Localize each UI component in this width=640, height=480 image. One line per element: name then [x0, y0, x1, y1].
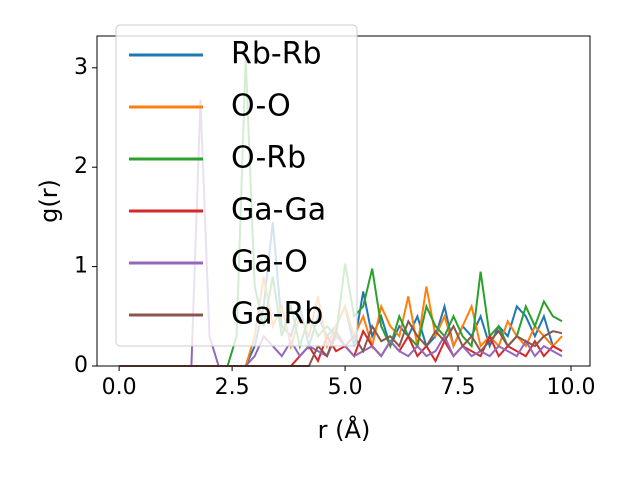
x-tick-label: 0.0: [102, 375, 137, 400]
x-tick-label: 10.0: [547, 375, 596, 400]
legend-label: O-Rb: [231, 141, 306, 176]
legend-label: Rb-Rb: [231, 37, 322, 72]
legend-label: Ga-Ga: [231, 193, 326, 228]
y-tick-label: 1: [74, 254, 88, 279]
legend-label: O-O: [231, 89, 291, 124]
y-tick-label: 2: [74, 154, 88, 179]
y-tick-label: 0: [74, 353, 88, 378]
y-tick-label: 3: [74, 55, 88, 80]
legend-label: Ga-O: [231, 245, 308, 280]
legend-label: Ga-Rb: [231, 297, 323, 332]
x-tick-label: 7.5: [441, 375, 476, 400]
legend-box: [115, 24, 358, 347]
y-axis-label: g(r): [35, 179, 63, 223]
x-axis-label: r (Å): [318, 415, 371, 444]
x-tick-label: 5.0: [328, 375, 363, 400]
x-tick-label: 2.5: [215, 375, 250, 400]
